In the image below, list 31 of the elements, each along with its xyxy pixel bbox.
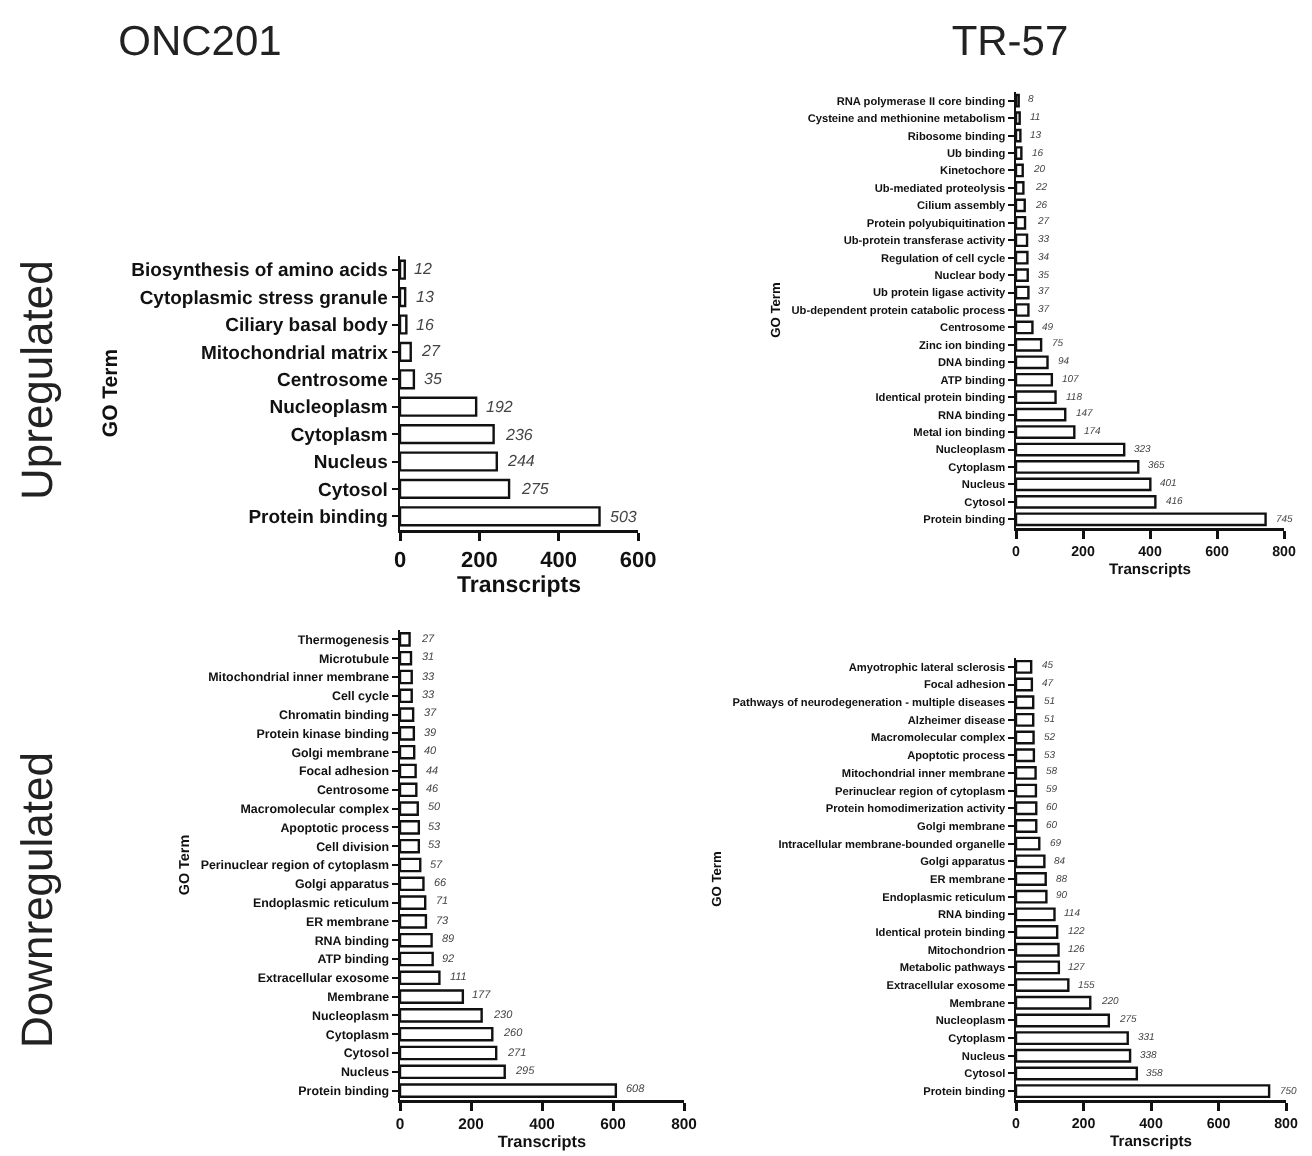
x-axis-title: Transcripts xyxy=(457,574,581,598)
x-tick-label: 200 xyxy=(460,549,498,574)
x-axis-title: Transcripts xyxy=(497,1133,588,1152)
y-tick-label: Cytosol xyxy=(318,479,388,502)
data-label: 244 xyxy=(506,452,536,470)
y-axis-title: GO Term xyxy=(99,348,124,438)
data-label: 236 xyxy=(504,426,534,444)
y-tick-label: Nucleus xyxy=(313,452,388,475)
y-tick-label: Centrosome xyxy=(276,369,388,392)
data-label: 13 xyxy=(416,288,435,306)
y-tick-label: Ciliary basal body xyxy=(225,315,390,338)
data-label: 16 xyxy=(416,316,435,334)
x-tick-label: 600 xyxy=(619,549,657,574)
y-tick-label: Cytoplasm xyxy=(290,424,388,447)
y-tick-label: Nucleoplasm xyxy=(269,397,388,420)
y-tick-label: Mitochondrial matrix xyxy=(200,342,390,365)
y-tick-label: Cytoplasmic stress granule xyxy=(139,287,388,310)
text: Downregulated xyxy=(12,752,64,1048)
chart-title: ONC201 xyxy=(118,18,282,65)
data-label: 192 xyxy=(486,398,514,416)
x-tick-label: 400 xyxy=(540,549,578,574)
chart-title: TR-57 xyxy=(951,18,1069,65)
data-label: 35 xyxy=(424,370,443,388)
y-tick-label: Protein binding xyxy=(248,506,389,529)
y-tick-label: Biosynthesis of amino acids xyxy=(131,260,388,283)
data-label: 27 xyxy=(420,342,441,360)
x-tick-label: 0 xyxy=(393,549,407,574)
data-label: 12 xyxy=(414,260,433,278)
data-label: 503 xyxy=(610,508,638,526)
text: Upregulated xyxy=(12,260,64,500)
data-label: 275 xyxy=(520,480,550,498)
